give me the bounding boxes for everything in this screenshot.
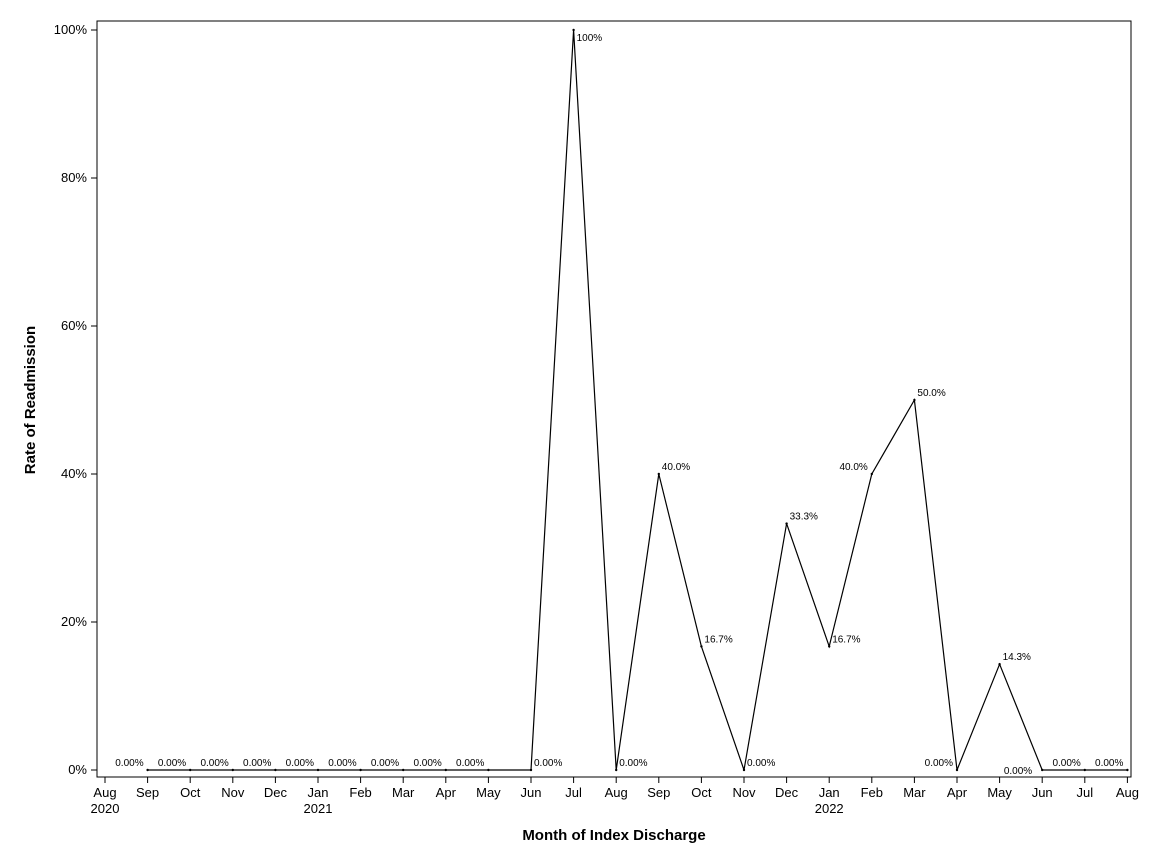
data-label: 0.00% — [200, 758, 228, 769]
y-tick-label: 80% — [61, 170, 87, 185]
x-tick-label: Apr — [436, 785, 457, 800]
data-point — [402, 768, 405, 772]
x-tick-label: Jun — [1032, 785, 1053, 800]
data-point — [742, 768, 746, 772]
data-point — [529, 768, 533, 772]
data-label: 0.00% — [243, 758, 271, 769]
data-label: 0.00% — [534, 758, 562, 769]
x-tick-label: Nov — [221, 785, 245, 800]
data-label: 0.00% — [371, 758, 399, 769]
data-label-layer: 0.00% 0.00% 0.00% 0.00% 0.00% 0.00% 0.00% 0.00%… — [115, 33, 1123, 777]
data-point — [1126, 768, 1129, 772]
data-point — [1083, 768, 1087, 772]
x-tick-label: Jan — [819, 785, 840, 800]
x-tick-label: Jan — [308, 785, 329, 800]
y-tick-label: 40% — [61, 466, 87, 481]
data-label: 0.00% — [619, 758, 647, 769]
y-tick-label: 100% — [54, 22, 88, 37]
data-point — [870, 472, 873, 476]
data-point — [146, 768, 149, 772]
data-point — [615, 768, 618, 772]
data-point — [657, 472, 660, 476]
y-tick-label: 20% — [61, 614, 87, 629]
data-label: 0.00% — [158, 758, 186, 769]
x-tick-year-label: 2020 — [91, 801, 120, 816]
x-tick-label: Oct — [691, 785, 712, 800]
data-label: 0.00% — [1004, 766, 1032, 777]
x-tick-label: Aug — [93, 785, 116, 800]
x-tick-label: Mar — [392, 785, 415, 800]
data-point — [955, 768, 959, 772]
data-label: 50.0% — [917, 388, 945, 399]
y-axis: 0% 20% 40% 60% 80% 100% — [54, 22, 97, 777]
data-point — [572, 28, 575, 32]
data-label: 16.7% — [832, 634, 860, 645]
data-label: 16.7% — [704, 634, 732, 645]
plot-frame — [96, 20, 1132, 778]
x-tick-label: Nov — [732, 785, 756, 800]
x-tick-label: Sep — [647, 785, 670, 800]
data-label: 0.00% — [413, 758, 441, 769]
data-point — [189, 768, 192, 772]
x-tick-label: May — [987, 785, 1012, 800]
data-label: 0.00% — [747, 758, 775, 769]
data-label: 100% — [577, 33, 603, 44]
data-point — [1041, 768, 1044, 772]
x-tick-label: Jul — [1076, 785, 1093, 800]
y-tick-label: 60% — [61, 318, 87, 333]
series-layer — [146, 28, 1129, 772]
x-tick-label: Oct — [180, 785, 201, 800]
series-line — [147, 29, 1128, 771]
x-tick-label: May — [476, 785, 501, 800]
data-point — [828, 645, 831, 648]
data-label: 0.00% — [925, 758, 953, 769]
data-point — [487, 768, 490, 772]
y-axis-title: Rate of Readmission — [22, 326, 39, 474]
x-tick-label: Apr — [947, 785, 968, 800]
x-tick-label: Jul — [565, 785, 582, 800]
data-label: 0.00% — [328, 758, 356, 769]
x-tick-label: Feb — [349, 785, 371, 800]
data-point — [231, 768, 234, 772]
data-point — [700, 645, 703, 648]
data-point — [785, 522, 788, 525]
data-point — [274, 768, 277, 772]
data-label: 0.00% — [456, 758, 484, 769]
data-point — [913, 398, 916, 402]
data-label: 0.00% — [1052, 758, 1080, 769]
data-point — [316, 768, 320, 772]
data-label: 0.00% — [286, 758, 314, 769]
data-point — [359, 768, 362, 772]
y-tick-label: 0% — [68, 762, 87, 777]
data-label: 14.3% — [1003, 652, 1031, 663]
x-tick-year-label: 2022 — [815, 801, 844, 816]
data-label: 33.3% — [790, 512, 818, 523]
data-label: 0.00% — [1095, 758, 1123, 769]
x-tick-label: Feb — [861, 785, 883, 800]
x-tick-label: Dec — [264, 785, 288, 800]
data-point — [998, 662, 1001, 666]
x-tick-label: Jun — [521, 785, 542, 800]
data-point — [444, 768, 447, 772]
x-tick-label: Dec — [775, 785, 799, 800]
x-tick-label: Sep — [136, 785, 159, 800]
data-label: 40.0% — [839, 462, 867, 473]
data-label: 0.00% — [115, 758, 143, 769]
x-tick-year-label: 2021 — [304, 801, 333, 816]
x-tick-label: Mar — [903, 785, 926, 800]
data-label: 40.0% — [662, 462, 690, 473]
x-tick-label: Aug — [605, 785, 628, 800]
x-tick-label: Aug — [1116, 785, 1139, 800]
x-axis-title: Month of Index Discharge — [522, 827, 705, 844]
